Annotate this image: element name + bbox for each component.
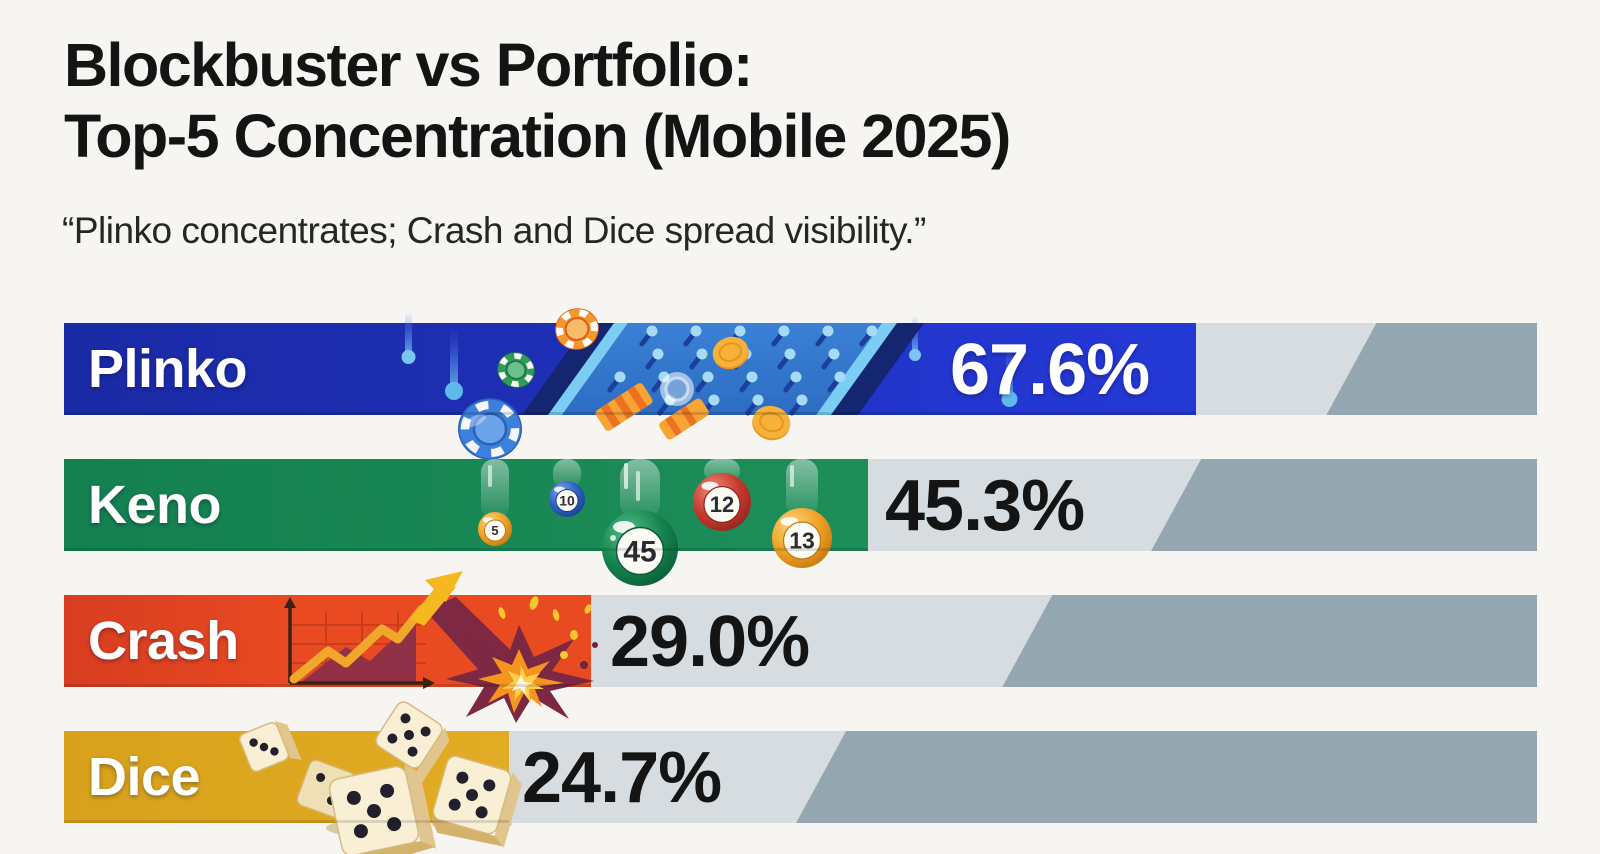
title-line-2: Top-5 Concentration (Mobile 2025) [64, 101, 1011, 170]
keno-track-dark-region [1151, 459, 1537, 551]
dice-bar-fill: Dice [64, 701, 522, 854]
blue-poker-chip-icon [458, 398, 522, 460]
plinko-bar-fill: Plinko [64, 308, 1196, 460]
keno-bar-fill: 5 10 45 [64, 459, 868, 586]
svg-text:12: 12 [710, 492, 734, 517]
crash-bar-fill: Crash [64, 571, 598, 723]
dice-track-dark-region [796, 731, 1537, 823]
die-icon [328, 764, 437, 854]
bar-row-dice: Dice 24.7% [64, 701, 1537, 854]
crash-track-dark-region [1002, 595, 1537, 687]
page-title: Blockbuster vs Portfolio: Top-5 Concentra… [64, 30, 1011, 172]
svg-text:10: 10 [559, 492, 575, 508]
bar-row-crash: Crash 29.0% [64, 571, 1537, 723]
keno-ball-5-icon: 5 [478, 512, 512, 546]
board-ghost-chip-icon [660, 372, 694, 406]
title-line-1: Blockbuster vs Portfolio: [64, 31, 753, 99]
value-label-crash: 29.0% [610, 602, 810, 682]
svg-text:5: 5 [491, 523, 498, 538]
die-icon [239, 720, 302, 772]
die-icon [431, 755, 522, 848]
keno-ball-13-icon: 13 [772, 508, 832, 568]
keno-ball-45-icon: 45 [602, 510, 678, 586]
explosion-icon [446, 596, 598, 723]
crash-illustration [64, 571, 598, 723]
die-icon [375, 701, 450, 783]
bar-row-plinko: Plinko 67.6% [64, 308, 1537, 460]
bar-label-plinko: Plinko [88, 339, 248, 399]
bar-label-keno: Keno [88, 475, 222, 535]
bar-label-crash: Crash [88, 611, 239, 671]
plinko-illustration [64, 308, 1196, 460]
plinko-board-icon [522, 323, 924, 441]
gold-coin-icon [712, 336, 749, 370]
dice-illustration [64, 701, 522, 854]
value-label-plinko: 67.6% [950, 330, 1150, 410]
keno-ball-12-icon: 12 [693, 473, 751, 531]
green-poker-chip-icon [497, 352, 535, 388]
keno-illustration: 5 10 45 [64, 459, 868, 586]
prize-slot-icon [595, 383, 653, 431]
value-label-dice: 24.7% [522, 738, 722, 818]
value-label-keno: 45.3% [885, 466, 1085, 546]
svg-text:13: 13 [789, 528, 815, 554]
keno-ball-10-icon: 10 [549, 481, 585, 517]
keno-ball-trails-icon [481, 459, 818, 521]
prize-slot-icon [659, 398, 709, 440]
svg-text:45: 45 [623, 536, 656, 569]
falling-chip-streaks-icon [401, 311, 1018, 407]
gold-coin-icon [752, 405, 791, 441]
bar-row-keno: 5 10 45 [64, 459, 1537, 586]
orange-poker-chip-icon [555, 308, 599, 350]
bar-label-dice: Dice [88, 747, 201, 807]
page-subtitle: “Plinko concentrates; Crash and Dice spr… [62, 210, 926, 251]
